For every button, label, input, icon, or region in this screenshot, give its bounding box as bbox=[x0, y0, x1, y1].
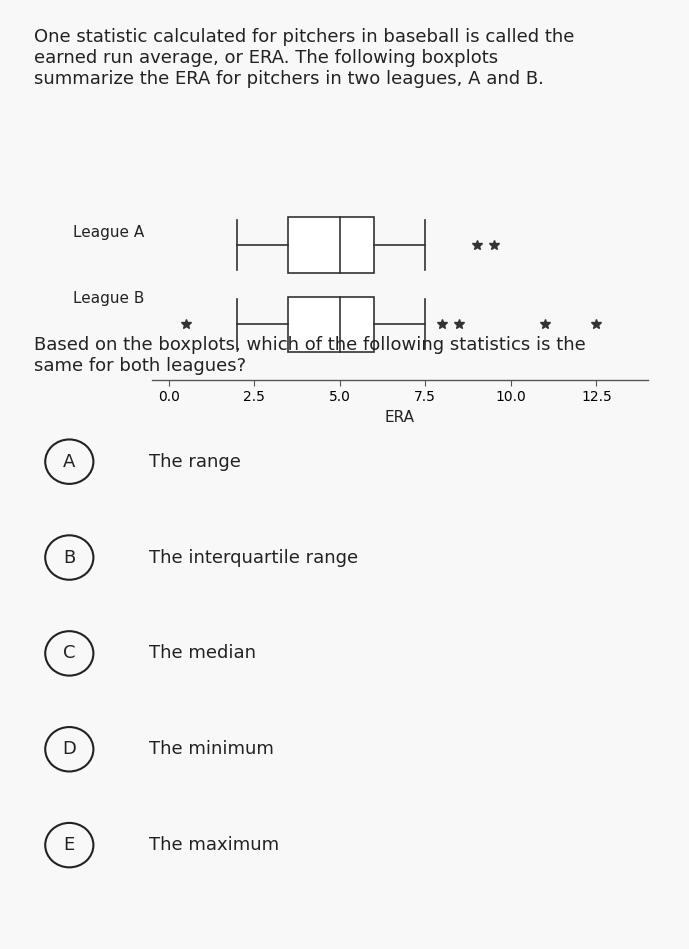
Text: The minimum: The minimum bbox=[149, 740, 274, 758]
Text: A: A bbox=[63, 453, 76, 471]
Text: D: D bbox=[63, 740, 76, 758]
Text: One statistic calculated for pitchers in baseball is called the
earned run avera: One statistic calculated for pitchers in… bbox=[34, 28, 575, 88]
Text: The maximum: The maximum bbox=[149, 836, 278, 854]
Text: C: C bbox=[63, 644, 76, 662]
Text: B: B bbox=[63, 549, 75, 567]
Text: The median: The median bbox=[149, 644, 256, 662]
Text: E: E bbox=[63, 836, 75, 854]
FancyBboxPatch shape bbox=[289, 296, 374, 352]
Text: The range: The range bbox=[149, 453, 240, 471]
Text: Based on the boxplots, which of the following statistics is the
same for both le: Based on the boxplots, which of the foll… bbox=[34, 336, 586, 375]
Text: League A: League A bbox=[74, 225, 145, 240]
Text: League B: League B bbox=[73, 291, 145, 307]
X-axis label: ERA: ERA bbox=[384, 410, 415, 424]
Text: The interquartile range: The interquartile range bbox=[149, 549, 358, 567]
FancyBboxPatch shape bbox=[289, 217, 374, 273]
